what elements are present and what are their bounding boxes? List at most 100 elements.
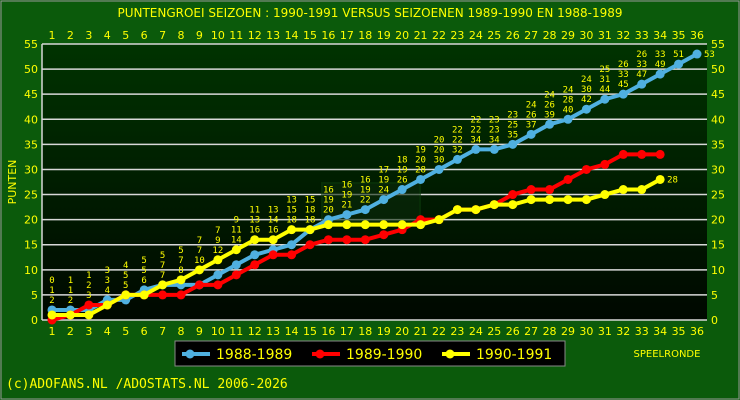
- data-label: 34: [470, 135, 481, 145]
- data-label: 24: [581, 75, 592, 85]
- data-point: [287, 250, 297, 260]
- legend-box: [174, 340, 566, 367]
- data-point: [618, 89, 628, 99]
- data-label: 22: [452, 125, 463, 135]
- data-label: 53: [704, 50, 715, 60]
- data-label: 26: [526, 110, 537, 120]
- x-tick-label-bottom: 21: [414, 325, 428, 338]
- data-point: [305, 240, 315, 250]
- data-label: 25: [599, 65, 610, 75]
- data-label: 2: [49, 296, 54, 306]
- data-point: [287, 240, 297, 250]
- data-point: [471, 205, 481, 215]
- data-label: 26: [618, 60, 629, 70]
- data-label: 18: [305, 216, 316, 226]
- y-tick-label-right: 55: [711, 38, 725, 51]
- data-point: [305, 225, 315, 235]
- x-tick-label-bottom: 25: [487, 325, 501, 338]
- data-label: 10: [194, 256, 205, 266]
- data-point: [342, 210, 352, 220]
- x-tick-label-bottom: 22: [432, 325, 446, 338]
- data-label: 17: [378, 166, 389, 176]
- legend-swatch-marker: [445, 349, 455, 359]
- data-point: [545, 119, 555, 129]
- data-point: [84, 300, 94, 310]
- y-tick-label-right: 5: [711, 289, 718, 302]
- x-tick-label-top: 3: [85, 29, 92, 42]
- data-label: 15: [305, 196, 316, 206]
- data-label: 49: [655, 60, 666, 70]
- x-tick-label-bottom: 33: [635, 325, 649, 338]
- data-label: 11: [231, 226, 242, 236]
- data-label: 40: [563, 105, 574, 115]
- data-point: [452, 205, 462, 215]
- data-point: [526, 195, 536, 205]
- data-point: [581, 195, 591, 205]
- x-tick-label-bottom: 28: [543, 325, 557, 338]
- legend-label: 1988-1989: [216, 347, 292, 363]
- data-point: [600, 159, 610, 169]
- x-tick-label-top: 9: [196, 29, 203, 42]
- x-tick-label-bottom: 5: [122, 325, 129, 338]
- y-tick-label-right: 30: [711, 163, 725, 176]
- data-point: [213, 255, 223, 265]
- y-tick-label-left: 30: [24, 163, 38, 176]
- data-label: 19: [378, 176, 389, 186]
- legend-label: 1990-1991: [476, 347, 552, 363]
- data-label: 7: [160, 261, 165, 271]
- data-point: [637, 149, 647, 159]
- data-label: 16: [268, 226, 279, 236]
- x-tick-label-top: 32: [616, 29, 630, 42]
- data-label: 0: [49, 276, 54, 286]
- x-tick-label-bottom: 20: [395, 325, 409, 338]
- data-label: 33: [655, 50, 666, 60]
- x-tick-label-top: 33: [635, 29, 649, 42]
- data-point: [563, 195, 573, 205]
- x-tick-label-bottom: 16: [321, 325, 335, 338]
- data-point: [231, 270, 241, 280]
- data-point: [194, 280, 204, 290]
- x-tick-label-top: 26: [506, 29, 520, 42]
- data-label: 24: [378, 186, 389, 196]
- data-point: [102, 300, 112, 310]
- data-labels: 2102113214335546557758751077129714119161…: [49, 50, 715, 306]
- y-tick-label-left: 40: [24, 113, 38, 126]
- y-tick-label-right: 40: [711, 113, 725, 126]
- data-label: 3: [105, 276, 110, 286]
- legend-label: 1989-1990: [346, 347, 422, 363]
- data-point: [637, 79, 647, 89]
- data-point: [360, 235, 370, 245]
- y-tick-label-right: 45: [711, 88, 725, 101]
- data-point: [397, 185, 407, 195]
- y-tick-label-left: 50: [24, 63, 38, 76]
- data-point: [158, 290, 168, 300]
- data-point: [231, 245, 241, 255]
- data-point: [379, 230, 389, 240]
- x-tick-label-top: 23: [450, 29, 464, 42]
- data-point: [287, 225, 297, 235]
- data-label: 16: [341, 181, 352, 191]
- x-tick-label-top: 31: [598, 29, 612, 42]
- y-tick-label-left: 20: [24, 214, 38, 227]
- data-label: 14: [268, 216, 279, 226]
- data-point: [360, 220, 370, 230]
- data-label: 11: [249, 206, 260, 216]
- data-label: 35: [507, 130, 518, 140]
- data-point: [655, 69, 665, 79]
- data-label: 47: [636, 70, 647, 80]
- data-point: [323, 220, 333, 230]
- data-point: [250, 250, 260, 260]
- x-tick-label-bottom: 3: [85, 325, 92, 338]
- x-tick-label-top: 25: [487, 29, 501, 42]
- data-label: 5: [178, 246, 183, 256]
- data-label: 44: [599, 85, 610, 95]
- x-tick-label-top: 14: [285, 29, 299, 42]
- data-label: 20: [415, 155, 426, 165]
- data-point: [121, 290, 131, 300]
- data-label: 5: [160, 251, 165, 261]
- data-label: 2: [68, 296, 73, 306]
- y-axis-label: PUNTEN: [6, 160, 19, 205]
- data-label: 34: [489, 135, 500, 145]
- x-tick-label-top: 4: [104, 29, 111, 42]
